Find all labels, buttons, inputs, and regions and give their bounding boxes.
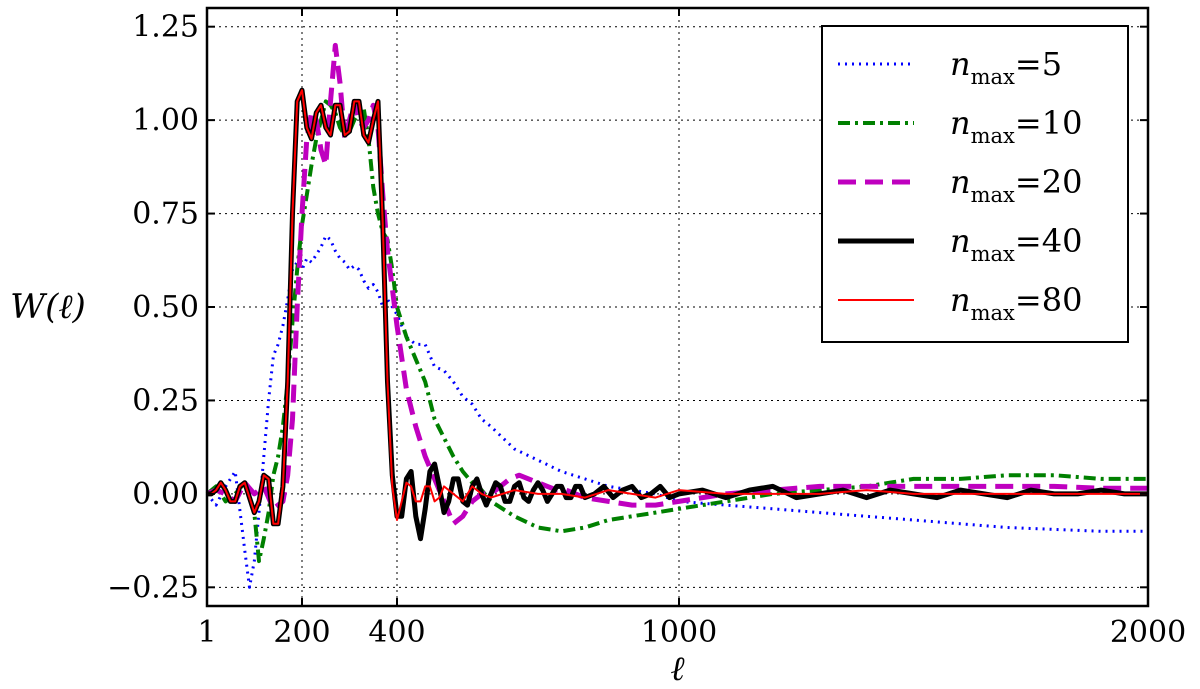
ticks: 1 200 400 1000 2000 −0.25 0.00 0.25 0.50 0.75 1.00… (107, 8, 1186, 650)
y-axis-label: W(ℓ) (10, 287, 86, 327)
x-tick-label: 200 (273, 615, 330, 650)
series-line-4 (207, 89, 1148, 525)
legend-label: nmax=40 (950, 222, 1082, 266)
legend-label: nmax=10 (950, 104, 1082, 148)
legend-label: nmax=80 (950, 281, 1082, 325)
x-tick-label: 1000 (641, 615, 717, 650)
x-tick-label: 1 (197, 615, 216, 650)
y-tick-label: 0.50 (132, 290, 199, 325)
y-tick-label: 0.00 (132, 477, 199, 512)
x-axis-label: ℓ (670, 649, 684, 689)
series-line-1 (205, 99, 1148, 564)
legend-label: nmax=5 (950, 45, 1062, 89)
y-tick-label: −0.25 (107, 570, 199, 605)
series-line-2 (206, 42, 1148, 527)
x-tick-label: 2000 (1110, 615, 1186, 650)
series-layer (205, 42, 1148, 589)
legend-label: nmax=20 (950, 163, 1082, 207)
y-tick-label: 1.00 (132, 103, 199, 138)
y-tick-label: 1.25 (132, 10, 199, 45)
y-tick-label: 0.75 (132, 197, 199, 232)
y-tick-label: 0.25 (132, 383, 199, 418)
x-tick-label: 400 (368, 615, 425, 650)
legend: nmax=5 nmax=10 nmax=20 nmax=40 nmax=80 (821, 25, 1129, 343)
